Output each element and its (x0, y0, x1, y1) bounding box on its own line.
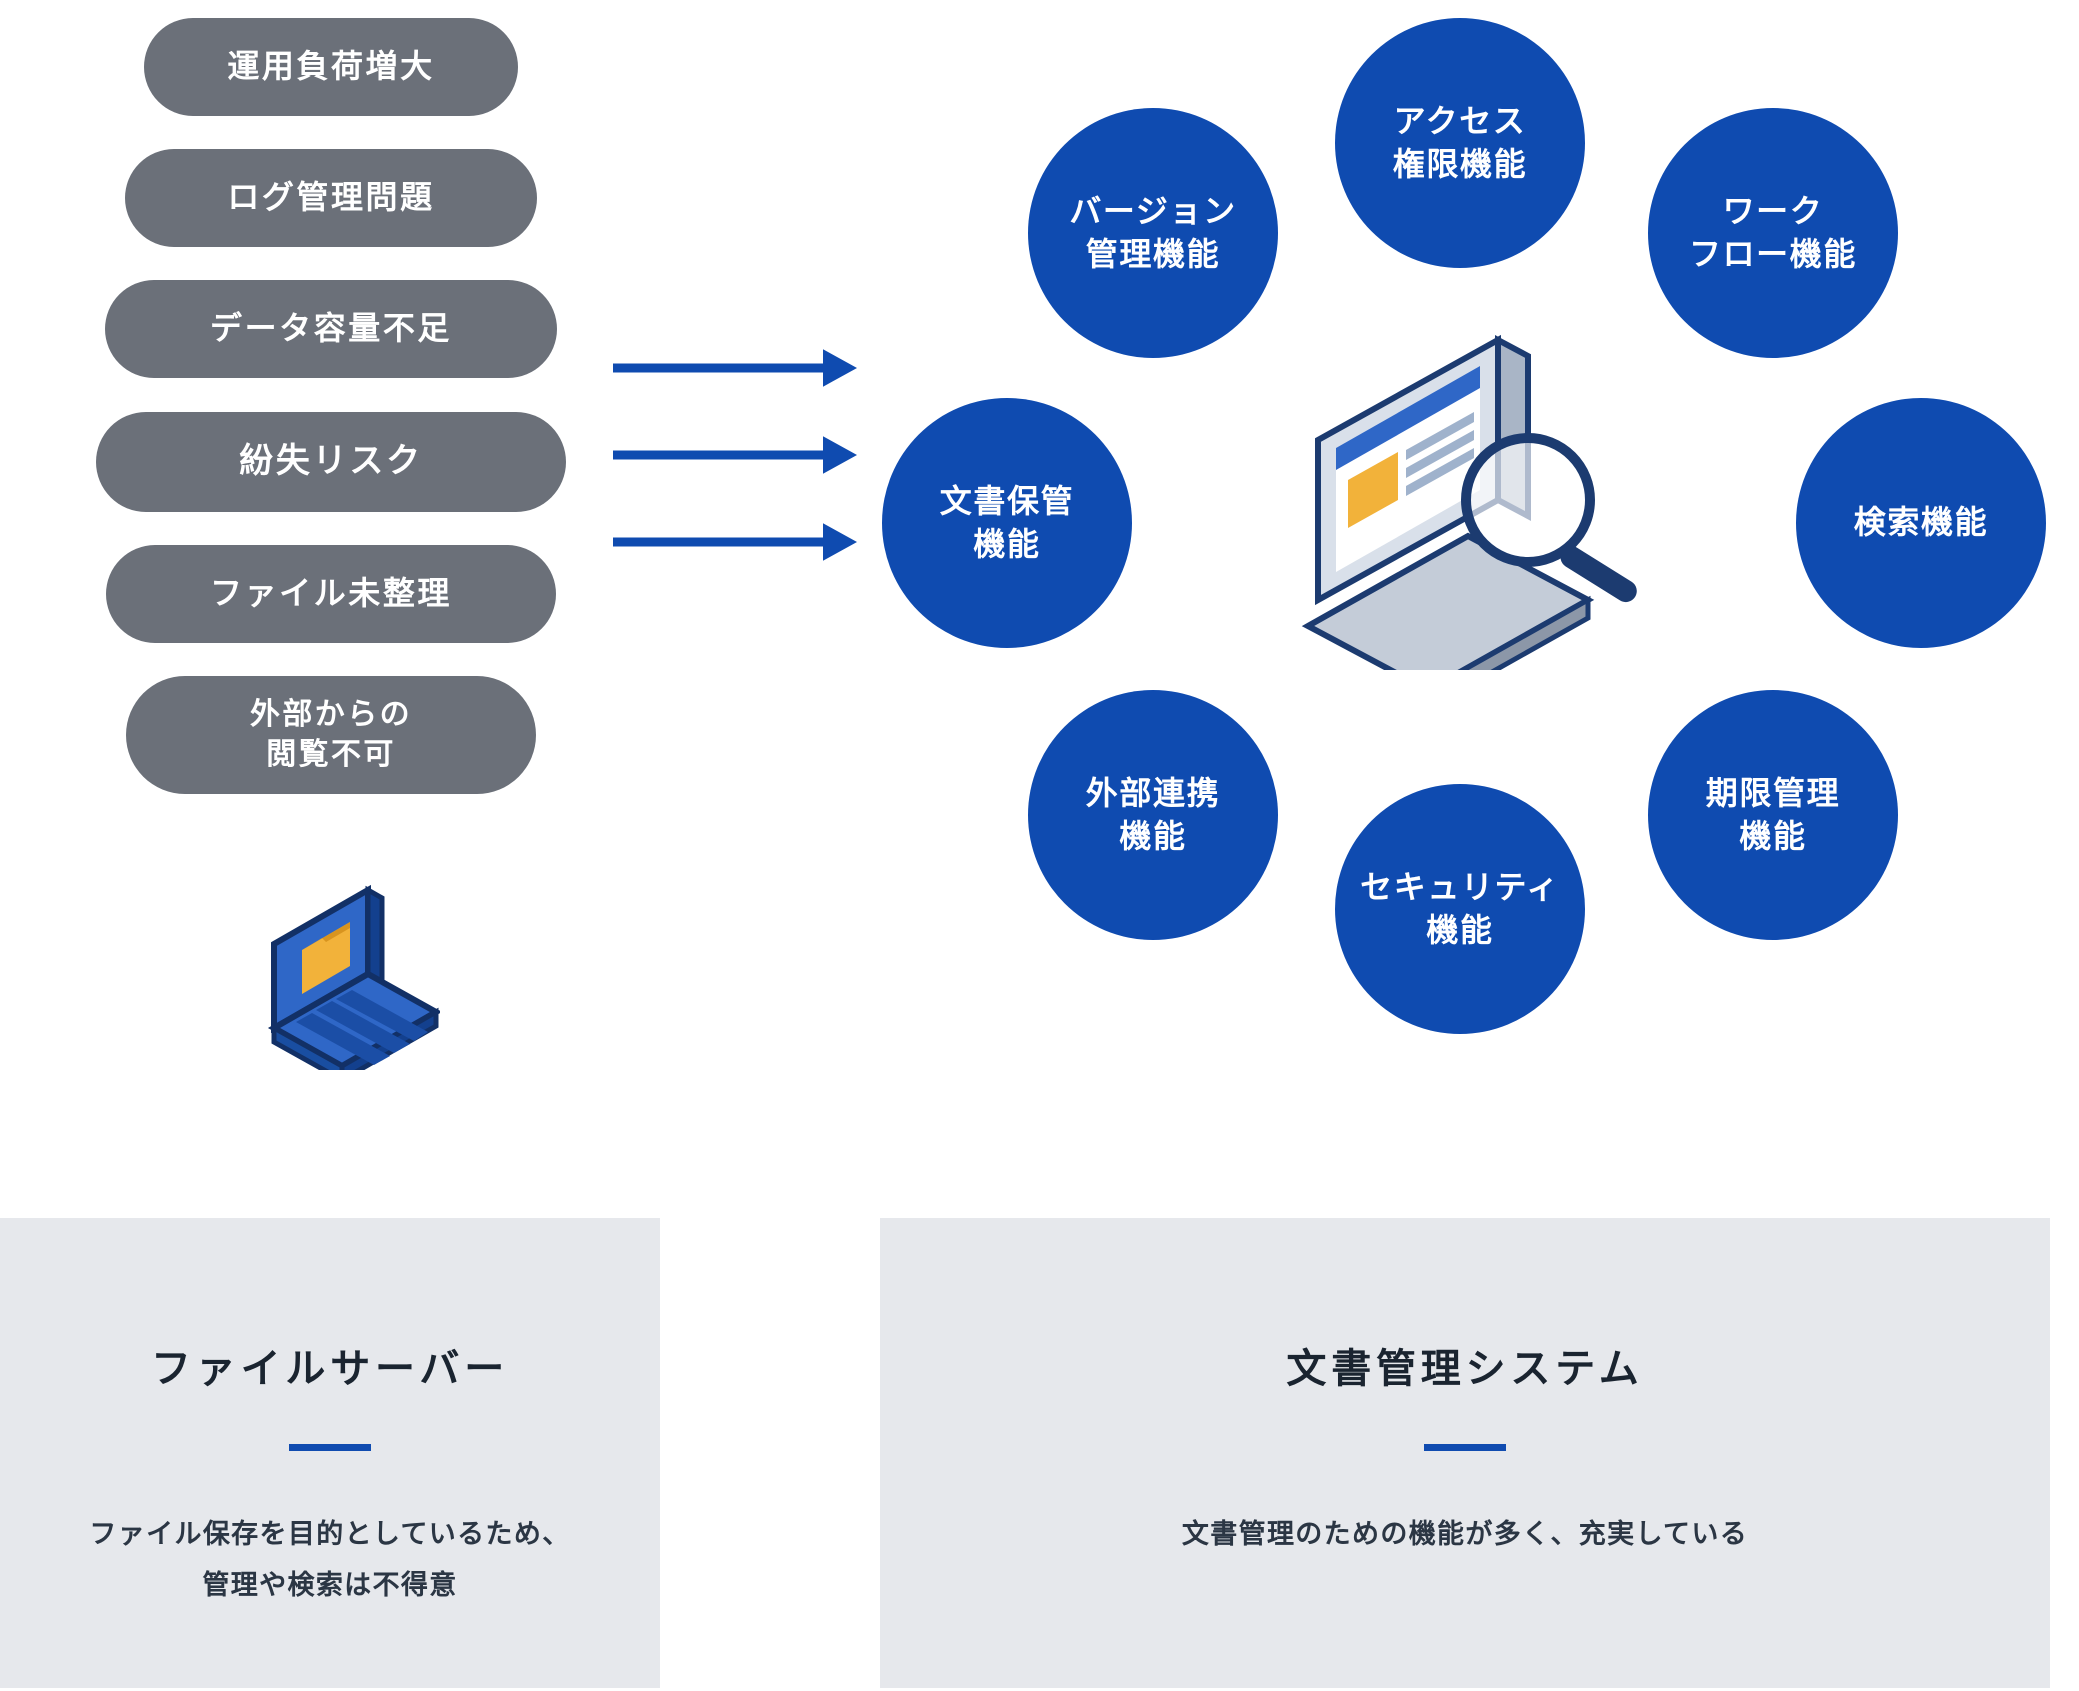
right-card-rule (1424, 1444, 1506, 1451)
arrow-0 (613, 334, 857, 402)
pill-label: データ容量不足 (210, 307, 452, 350)
laptop-icon (240, 870, 440, 1070)
left-card: ファイルサーバー ファイル保存を目的としているため、管理や検索は不得意 (0, 1218, 660, 1688)
right-card: 文書管理システム 文書管理のための機能が多く、充実している (880, 1218, 2050, 1688)
diagram-root: 運用負荷増大 ログ管理問題 データ容量不足 紛失リスク ファイル未整理 外部から… (0, 0, 2079, 1691)
right-card-title: 文書管理システム (880, 1336, 2050, 1394)
circle-5: 外部連携機能 (1028, 690, 1278, 940)
circle-2: ワークフロー機能 (1648, 108, 1898, 358)
circle-7: セキュリティ機能 (1335, 784, 1585, 1034)
monitor-magnifier-icon (1278, 330, 1648, 670)
pill-2: データ容量不足 (105, 280, 557, 378)
pill-label: ログ管理問題 (227, 176, 434, 219)
circle-4: 検索機能 (1796, 398, 2046, 648)
pill-5: 外部からの閲覧不可 (126, 676, 536, 794)
arrow-1 (613, 421, 857, 489)
left-card-desc: ファイル保存を目的としているため、管理や検索は不得意 (0, 1509, 660, 1612)
circle-label: ワークフロー機能 (1689, 190, 1857, 276)
arrow-2 (613, 508, 857, 576)
circle-label: セキュリティ機能 (1360, 866, 1560, 952)
circle-label: 検索機能 (1854, 501, 1988, 544)
right-card-desc: 文書管理のための機能が多く、充実している (880, 1509, 2050, 1560)
pill-label: 紛失リスク (239, 439, 423, 485)
left-card-rule (289, 1444, 371, 1451)
circle-label: バージョン管理機能 (1069, 190, 1236, 276)
circle-label: 外部連携機能 (1086, 772, 1220, 858)
pill-label: 外部からの閲覧不可 (250, 695, 412, 776)
pill-1: ログ管理問題 (125, 149, 537, 247)
pill-label: 運用負荷増大 (227, 45, 434, 88)
circle-3: 文書保管機能 (882, 398, 1132, 648)
pill-4: ファイル未整理 (106, 545, 556, 643)
circle-label: 文書保管機能 (940, 480, 1074, 566)
pill-label: ファイル未整理 (210, 572, 452, 615)
circle-0: アクセス権限機能 (1335, 18, 1585, 268)
circle-label: アクセス権限機能 (1393, 100, 1527, 186)
circle-label: 期限管理機能 (1706, 772, 1840, 858)
pill-0: 運用負荷増大 (144, 18, 518, 116)
circle-6: 期限管理機能 (1648, 690, 1898, 940)
circle-1: バージョン管理機能 (1028, 108, 1278, 358)
left-card-title: ファイルサーバー (0, 1336, 660, 1394)
pill-3: 紛失リスク (96, 412, 566, 512)
